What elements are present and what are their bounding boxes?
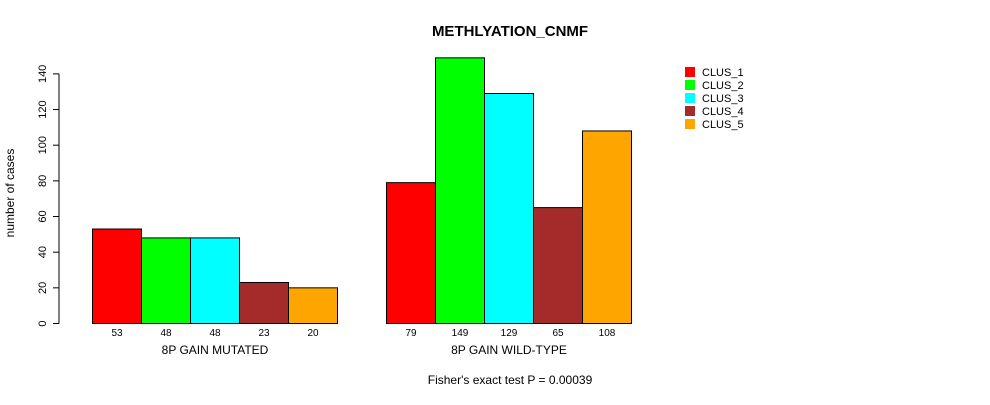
bar bbox=[141, 237, 191, 324]
group-label: 8P GAIN MUTATED bbox=[162, 343, 269, 357]
y-tick-label: 0 bbox=[37, 320, 49, 326]
bar-count-label: 149 bbox=[452, 328, 469, 339]
bar-count-label: 129 bbox=[501, 328, 518, 339]
bar-count-label: 108 bbox=[599, 328, 616, 339]
y-tick-label: 140 bbox=[37, 65, 49, 83]
legend-swatch bbox=[685, 119, 695, 129]
bar-count-label: 48 bbox=[209, 328, 221, 339]
group-label: 8P GAIN WILD-TYPE bbox=[451, 343, 567, 357]
y-tick-label: 20 bbox=[37, 282, 49, 294]
bar bbox=[435, 57, 485, 324]
chart-title: METHLYATION_CNMF bbox=[432, 23, 588, 40]
bar bbox=[92, 228, 142, 325]
bar bbox=[386, 182, 436, 324]
legend-swatch bbox=[685, 67, 695, 77]
y-tick-label: 40 bbox=[37, 246, 49, 258]
bar-count-label: 20 bbox=[307, 328, 319, 339]
legend-label: CLUS_5 bbox=[702, 119, 744, 131]
bar-count-label: 48 bbox=[160, 328, 172, 339]
y-tick-label: 120 bbox=[37, 100, 49, 118]
bar bbox=[190, 237, 240, 324]
legend-label: CLUS_2 bbox=[702, 80, 744, 92]
y-tick-label: 100 bbox=[37, 136, 49, 154]
bar bbox=[239, 281, 289, 324]
legend-label: CLUS_4 bbox=[702, 106, 744, 118]
bar bbox=[533, 207, 583, 324]
bars bbox=[92, 57, 632, 325]
bar bbox=[484, 92, 534, 324]
legend-swatch bbox=[685, 80, 695, 90]
legend-label: CLUS_3 bbox=[702, 93, 744, 105]
group-labels: 8P GAIN MUTATED 8P GAIN WILD-TYPE bbox=[162, 343, 567, 357]
y-axis: 0 20 40 60 80 100 120 140 bbox=[37, 65, 60, 327]
bar bbox=[582, 130, 632, 324]
bar-count-label: 23 bbox=[258, 328, 270, 339]
y-axis-label: number of cases bbox=[3, 149, 17, 238]
bar-count-labels: 53 48 48 23 20 79 149 129 65 108 bbox=[111, 328, 615, 339]
y-tick-label: 60 bbox=[37, 210, 49, 222]
legend-swatch bbox=[685, 93, 695, 103]
bar-count-label: 79 bbox=[405, 328, 417, 339]
legend-swatch bbox=[685, 106, 695, 116]
legend-label: CLUS_1 bbox=[702, 67, 744, 79]
bar-count-label: 53 bbox=[111, 328, 123, 339]
y-tick-label: 80 bbox=[37, 175, 49, 187]
bar-count-label: 65 bbox=[552, 328, 564, 339]
footnote: Fisher's exact test P = 0.00039 bbox=[428, 373, 593, 387]
bar bbox=[288, 287, 338, 324]
